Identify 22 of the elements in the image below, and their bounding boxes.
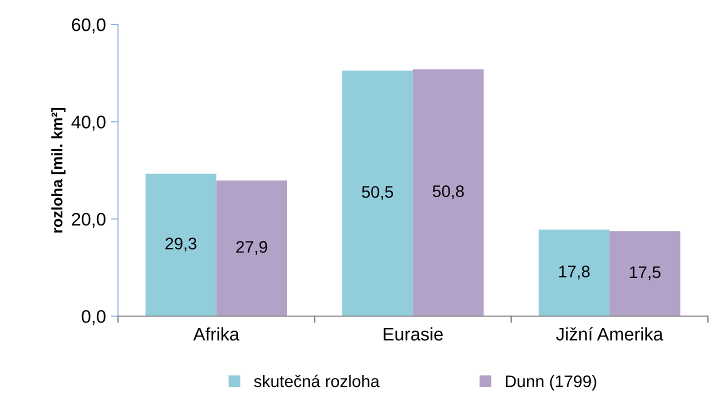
- x-tick-label: Afrika: [193, 327, 240, 341]
- y-tick-label: 20,0: [72, 212, 106, 228]
- data-label: 29,3: [166, 238, 196, 252]
- data-label: 17,5: [630, 266, 660, 280]
- data-label: 17,8: [559, 266, 590, 280]
- data-label: 50,5: [362, 186, 394, 200]
- legend-label: Dunn (1799): [506, 374, 596, 390]
- y-axis-title: rozloha [mil. km²]: [51, 108, 66, 233]
- x-tick-label: Eurasie: [384, 327, 443, 341]
- bar: [610, 231, 680, 316]
- bar: [538, 230, 610, 316]
- x-tick-label: Jižní Amerika: [556, 327, 664, 341]
- data-label: 50,8: [432, 185, 464, 200]
- bar: [412, 69, 484, 316]
- data-label: 27,9: [236, 241, 268, 255]
- y-tick-label: 60,0: [72, 18, 106, 34]
- bar: [216, 180, 288, 316]
- bar: [342, 70, 413, 316]
- legend-label: skutečná rozloha: [254, 374, 380, 388]
- bar: [146, 174, 216, 316]
- y-tick-label: 0,0: [82, 310, 106, 326]
- y-tick-label: 40,0: [71, 116, 106, 131]
